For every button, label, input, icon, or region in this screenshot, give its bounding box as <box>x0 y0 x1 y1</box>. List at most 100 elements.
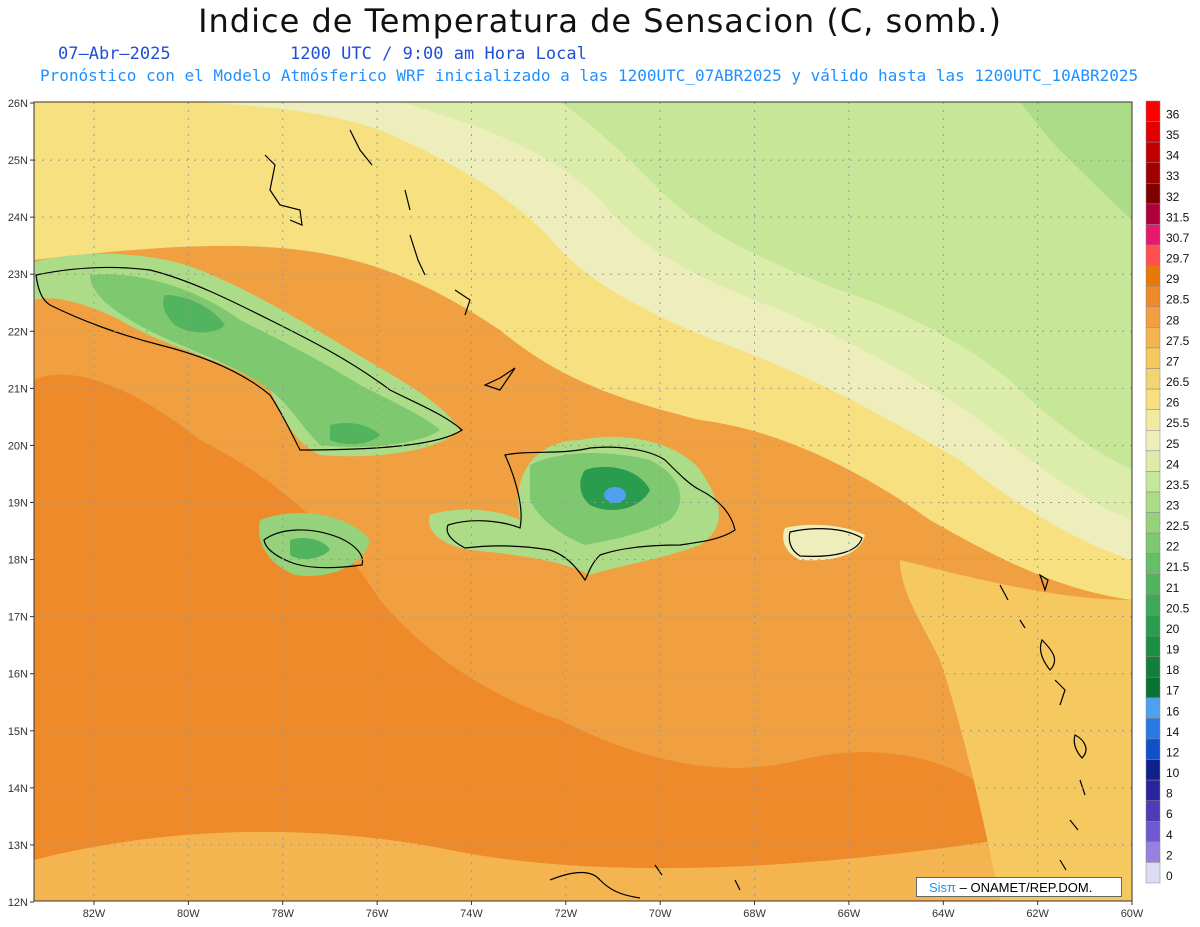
puerto-rico-coastline <box>788 528 863 557</box>
hispaniola-coastline <box>446 446 736 582</box>
lat-lon-grid <box>34 102 1132 901</box>
legend-label: 29.7 <box>1166 252 1190 266</box>
legend-swatch <box>1145 141 1161 163</box>
legend-label: 27 <box>1166 354 1180 368</box>
lon-tick-label: 68W <box>743 908 766 920</box>
legend-label: 16 <box>1166 704 1180 718</box>
lon-tick-label: 66W <box>838 908 861 920</box>
legend-swatch <box>1145 388 1161 410</box>
valid-time: 1200 UTC / 9:00 am Hora Local <box>290 44 587 64</box>
legend-swatch <box>1145 759 1161 781</box>
legend-swatch <box>1145 676 1161 699</box>
lat-tick-label: 17N <box>8 612 28 624</box>
legend-label: 20.5 <box>1166 601 1190 615</box>
valid-date: 07–Abr–2025 <box>58 44 171 64</box>
legend-swatch <box>1145 779 1161 801</box>
legend-swatch <box>1145 244 1161 266</box>
legend-label: 27.5 <box>1166 334 1190 348</box>
bahamas-coastline <box>264 129 516 391</box>
map-title: Indice de Temperatura de Sensacion (C, s… <box>198 2 1002 40</box>
legend-swatch <box>1145 224 1161 246</box>
jamaica-coastline <box>263 529 364 569</box>
legend-label: 23.5 <box>1166 478 1190 492</box>
legend-label: 30.7 <box>1166 231 1190 245</box>
legend-swatch <box>1145 574 1161 596</box>
eastern-mild-zone <box>900 560 1132 901</box>
contour-field <box>34 102 1132 901</box>
sispi-logo: Sisπ <box>929 880 957 895</box>
legend-swatch <box>1145 635 1161 657</box>
legend-swatch <box>1145 553 1161 575</box>
legend-label: 8 <box>1166 787 1173 801</box>
legend-label: 22.5 <box>1166 519 1190 533</box>
legend-swatch <box>1145 532 1161 554</box>
legend-label: 10 <box>1166 766 1180 780</box>
legend-label: 28.5 <box>1166 293 1190 307</box>
lon-tick-label: 72W <box>555 908 578 920</box>
legend-swatch <box>1145 862 1161 884</box>
longitude-axis: 82W 80W 78W 76W 74W 72W 70W 68W 66W 64W 62W 60W <box>83 901 1144 920</box>
legend-swatch <box>1145 327 1161 349</box>
legend-label: 2 <box>1166 848 1173 862</box>
map-frame <box>33 101 1133 902</box>
cuba-green-core <box>163 295 380 445</box>
lat-tick-label: 13N <box>8 840 28 852</box>
legend-label: 4 <box>1166 828 1173 842</box>
legend-swatch <box>1145 800 1161 822</box>
south-america-coastline <box>549 864 741 899</box>
lat-tick-label: 25N <box>8 155 28 167</box>
cold-spot-cordillera <box>604 487 626 503</box>
caribbean-hot-zone <box>34 374 1000 901</box>
legend-swatch <box>1145 841 1161 863</box>
legend-swatch <box>1145 368 1161 390</box>
lat-tick-label: 15N <box>8 726 28 738</box>
legend-label: 23 <box>1166 498 1180 512</box>
temperature-legend: 363534333231.530.729.72928.52827.52726.5… <box>1145 100 1190 884</box>
lat-tick-label: 19N <box>8 498 28 510</box>
legend-label: 18 <box>1166 663 1180 677</box>
latitude-axis: 26N 25N 24N 23N 22N 21N 20N 19N 18N 17N 16N 15N 14N 1… <box>8 98 34 909</box>
legend-label: 14 <box>1166 725 1180 739</box>
lat-tick-label: 20N <box>8 440 28 452</box>
legend-swatch <box>1145 471 1161 493</box>
lon-tick-label: 74W <box>460 908 483 920</box>
lat-tick-label: 12N <box>8 897 28 909</box>
legend-label: 33 <box>1166 169 1180 183</box>
legend-label: 22 <box>1166 540 1180 554</box>
legend-label: 25 <box>1166 437 1180 451</box>
legend-swatch <box>1145 656 1161 678</box>
legend-swatch <box>1145 121 1161 143</box>
legend-label: 31.5 <box>1166 210 1190 224</box>
legend-label: 20 <box>1166 622 1180 636</box>
lon-tick-label: 70W <box>649 908 672 920</box>
legend-swatch <box>1145 718 1161 740</box>
legend-swatch <box>1145 347 1161 369</box>
credit-text: – ONAMET/REP.DOM. <box>956 880 1093 895</box>
forecast-description: Pronóstico con el Modelo Atmósferico WRF… <box>40 66 1139 85</box>
legend-swatch <box>1145 203 1161 225</box>
legend-swatch <box>1145 450 1161 472</box>
legend-swatch <box>1145 265 1161 287</box>
legend-label: 24 <box>1166 457 1180 471</box>
lon-tick-label: 62W <box>1026 908 1049 920</box>
lat-tick-label: 22N <box>8 326 28 338</box>
lon-tick-label: 82W <box>83 908 106 920</box>
caribbean-mild-south <box>34 831 1132 901</box>
legend-label: 0 <box>1166 869 1173 883</box>
legend-swatch <box>1145 409 1161 431</box>
legend-label: 19 <box>1166 643 1180 657</box>
lat-tick-label: 14N <box>8 783 28 795</box>
legend-swatch <box>1145 162 1161 184</box>
legend-swatch <box>1145 821 1161 843</box>
legend-swatch <box>1145 738 1161 760</box>
lon-tick-label: 60W <box>1121 908 1144 920</box>
lon-tick-label: 64W <box>932 908 955 920</box>
northern-band-green2 <box>560 102 1132 470</box>
legend-swatch <box>1145 306 1161 328</box>
lon-tick-label: 76W <box>366 908 389 920</box>
legend-label: 28 <box>1166 313 1180 327</box>
legend-swatch <box>1145 615 1161 637</box>
legend-label: 12 <box>1166 745 1180 759</box>
legend-label: 26 <box>1166 396 1180 410</box>
